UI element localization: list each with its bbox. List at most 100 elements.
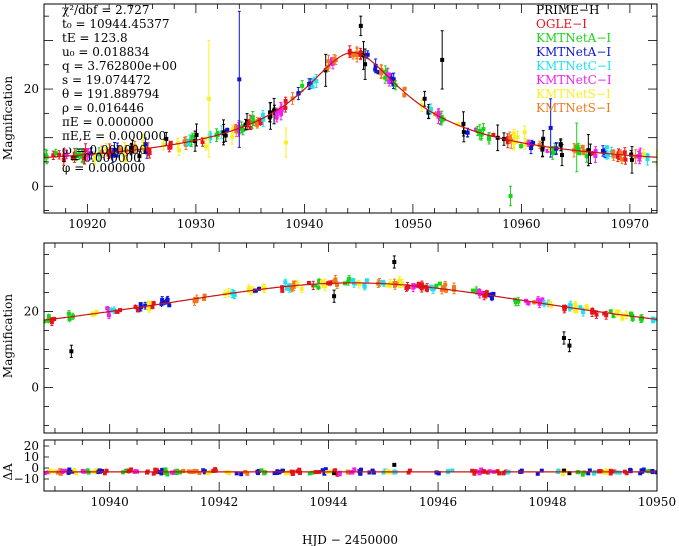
data-point — [243, 118, 248, 131]
data-point — [587, 468, 592, 473]
data-point — [407, 468, 412, 473]
data-point — [126, 469, 131, 474]
param-theta: θ = 191.889794 — [62, 87, 160, 101]
fit-parameters: χ²/dof = 2.727 t₀ = 10944.45377 tE = 123… — [62, 3, 177, 175]
data-point — [349, 470, 354, 475]
x-tick-label: 10942 — [200, 495, 238, 509]
data-point — [185, 141, 190, 146]
data-point — [239, 472, 244, 477]
x-tick-label: 10940 — [285, 217, 323, 231]
data-point — [51, 150, 56, 161]
data-point — [168, 145, 173, 150]
data-point — [130, 140, 135, 154]
data-point — [135, 307, 140, 313]
x-tick-label: 10970 — [611, 217, 649, 231]
data-point — [295, 279, 300, 288]
data-point — [616, 309, 621, 314]
data-point — [590, 308, 595, 317]
data-point — [307, 471, 312, 476]
data-point — [402, 86, 407, 91]
data-point — [515, 130, 520, 144]
data-point — [624, 310, 629, 320]
data-point — [311, 280, 316, 291]
legend-kmtnetc-i-1: KMTNetC−I — [536, 59, 612, 73]
data-point — [545, 148, 550, 154]
data-point — [577, 151, 582, 156]
data-point — [285, 286, 290, 291]
data-point — [560, 472, 565, 477]
data-point — [262, 471, 267, 476]
data-point — [133, 304, 138, 310]
param-pien: πE = 0.000000 — [62, 115, 154, 129]
data-point — [99, 145, 104, 158]
data-point — [347, 275, 352, 283]
y-tick-label: 20 — [24, 304, 39, 318]
param-t0: t₀ = 10944.45377 — [62, 17, 170, 31]
data-point — [226, 287, 231, 298]
data-point — [80, 148, 85, 164]
data-point — [572, 308, 577, 313]
data-point — [246, 119, 251, 128]
param-i: i = 0.000000 — [62, 151, 141, 165]
data-point — [593, 148, 598, 163]
data-point — [522, 125, 527, 139]
data-point — [150, 305, 155, 310]
data-point — [129, 467, 134, 472]
data-point — [501, 471, 506, 476]
legend-kmtnetc-i-2: KMTNetC−I — [536, 73, 612, 87]
data-point — [286, 470, 291, 475]
data-point — [535, 471, 540, 476]
data-point — [573, 300, 578, 308]
data-point — [402, 92, 407, 99]
x-tick-label: 10944 — [310, 495, 349, 509]
x-tick-label: 10940 — [91, 495, 129, 509]
data-point — [234, 123, 239, 130]
middle-ylabel: Magnification — [1, 294, 15, 378]
residual-y-tick-label: −10 — [14, 472, 39, 486]
data-point — [138, 302, 143, 307]
data-point — [274, 111, 279, 123]
param-piee: πE,E = 0.000000 — [62, 129, 166, 143]
x-tick-label: 10920 — [68, 217, 106, 231]
data-point — [537, 299, 542, 309]
data-point — [392, 255, 397, 269]
data-point — [140, 144, 145, 153]
residual-ylabel: ΔA — [1, 463, 15, 481]
data-point — [194, 298, 199, 303]
data-point — [151, 301, 156, 306]
data-point — [461, 111, 466, 137]
data-point — [352, 467, 357, 472]
data-point — [194, 123, 199, 147]
x-tick-label: 10960 — [502, 217, 540, 231]
data-point — [540, 297, 545, 302]
residual-y-tick-label: 10 — [24, 450, 39, 464]
data-point — [89, 147, 94, 160]
data-point — [283, 471, 288, 476]
data-point — [299, 284, 304, 294]
data-point — [204, 142, 209, 151]
data-point — [115, 142, 120, 158]
param-chi2: χ²/dof = 2.727 — [62, 3, 150, 17]
data-point — [290, 92, 295, 105]
model-curve-1 — [44, 282, 657, 321]
data-point — [562, 307, 567, 312]
data-point — [608, 309, 613, 314]
panel-frame-2 — [43, 439, 658, 492]
residual-y-tick-label: 0 — [31, 461, 39, 475]
data-point — [416, 281, 421, 287]
data-point — [479, 128, 484, 141]
data-point — [620, 312, 625, 321]
data-point — [72, 467, 77, 472]
data-point — [283, 278, 288, 286]
panel-frame-1 — [43, 242, 658, 434]
legend-kmtneta-i-2: KMTNetA−I — [536, 45, 611, 59]
data-point — [190, 132, 195, 141]
model-curve-0 — [44, 51, 657, 159]
data-point — [231, 289, 236, 299]
data-point — [162, 300, 167, 306]
data-point — [317, 277, 322, 284]
data-point — [580, 144, 585, 150]
data-point — [151, 471, 156, 476]
x-tick-label: 10950 — [394, 217, 432, 231]
data-point — [107, 143, 112, 159]
